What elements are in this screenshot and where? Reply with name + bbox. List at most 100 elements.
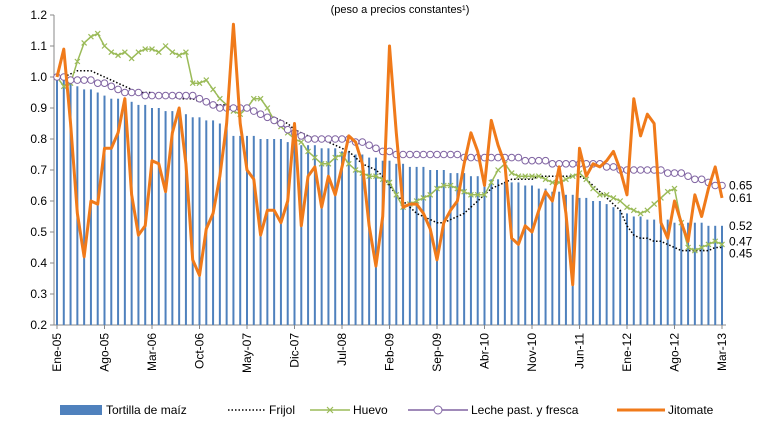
bar: [341, 151, 343, 325]
point-marker: [624, 204, 630, 211]
bar: [476, 176, 479, 325]
x-tick-label: Abr-10: [478, 333, 492, 369]
point-marker: [114, 85, 122, 94]
bar: [422, 166, 425, 325]
point-marker: [216, 104, 224, 112]
point-marker: [161, 91, 170, 100]
point-marker: [698, 244, 705, 251]
bar: [191, 117, 194, 325]
point-marker: [643, 166, 652, 174]
bar: [680, 222, 683, 325]
bar: [558, 191, 561, 325]
point-marker: [209, 101, 217, 109]
bar: [463, 173, 466, 325]
bar: [225, 123, 228, 325]
end-label: 0.65: [729, 179, 753, 193]
bar: [605, 204, 608, 325]
point-marker: [141, 91, 150, 100]
point-marker: [154, 91, 163, 100]
point-marker: [481, 191, 488, 198]
y-tick-label: 1.2: [30, 8, 47, 22]
bar: [96, 92, 99, 325]
bar: [619, 210, 622, 325]
bar: [544, 188, 547, 325]
bar: [69, 83, 72, 325]
point-marker: [256, 110, 265, 118]
point-marker: [583, 176, 590, 183]
bar: [598, 201, 601, 325]
point-marker: [393, 191, 400, 198]
bar: [653, 219, 656, 325]
bar: [639, 216, 642, 325]
bar: [510, 182, 513, 325]
point-marker: [528, 156, 536, 165]
point-marker: [352, 167, 359, 173]
end-label: 0.45: [729, 246, 753, 260]
chart-subtitle: (peso a precios constantes¹): [331, 4, 470, 16]
series-line: [55, 22, 724, 287]
point-marker: [250, 95, 257, 102]
point-marker: [541, 156, 550, 165]
point-marker: [644, 207, 651, 214]
bar: [117, 98, 120, 325]
point-marker: [568, 160, 577, 168]
point-marker: [100, 79, 109, 87]
bar: [137, 104, 140, 326]
legend-marker: [433, 405, 443, 415]
point-marker: [446, 150, 455, 159]
point-marker: [637, 210, 644, 217]
end-label: 0.52: [729, 219, 753, 233]
point-marker: [366, 173, 373, 180]
x-tick-label: Jun-11: [573, 333, 587, 369]
bar: [184, 114, 187, 325]
point-marker: [534, 156, 543, 165]
point-marker: [515, 173, 522, 180]
bar: [578, 197, 581, 325]
bar: [178, 114, 181, 325]
point-marker: [169, 49, 176, 56]
bar: [361, 154, 364, 325]
point-marker: [358, 138, 367, 146]
point-marker: [318, 160, 325, 167]
bar: [449, 173, 452, 325]
point-marker: [562, 160, 570, 168]
bar: [239, 135, 242, 325]
bar: [517, 182, 520, 325]
point-marker: [325, 160, 332, 167]
point-marker: [548, 160, 557, 168]
point-marker: [663, 169, 672, 177]
point-marker: [569, 173, 576, 180]
point-marker: [691, 247, 698, 254]
bar: [721, 225, 723, 325]
point-marker: [697, 175, 706, 184]
bar: [212, 120, 215, 326]
bar: [646, 219, 649, 325]
point-marker: [549, 179, 556, 186]
point-marker: [434, 185, 440, 192]
bar: [429, 170, 432, 325]
point-marker: [563, 176, 569, 183]
y-tick-label: 0.7: [30, 163, 47, 177]
point-marker: [93, 79, 102, 87]
point-marker: [372, 144, 380, 153]
point-marker: [176, 52, 183, 59]
bar: [320, 148, 323, 325]
bar: [218, 123, 221, 325]
bar: [408, 166, 411, 325]
point-marker: [94, 30, 101, 37]
point-marker: [345, 160, 352, 167]
point-marker: [115, 52, 121, 59]
bar: [659, 219, 662, 325]
point-marker: [399, 150, 407, 159]
point-marker: [121, 49, 128, 56]
bar: [83, 89, 86, 326]
point-marker: [263, 113, 272, 122]
point-marker: [195, 94, 204, 103]
bar: [198, 117, 201, 325]
bar: [388, 160, 391, 325]
bar: [707, 225, 710, 325]
point-marker: [311, 135, 319, 143]
legend-label: Frijol: [269, 403, 295, 417]
point-marker: [277, 119, 285, 128]
point-marker: [229, 104, 238, 112]
